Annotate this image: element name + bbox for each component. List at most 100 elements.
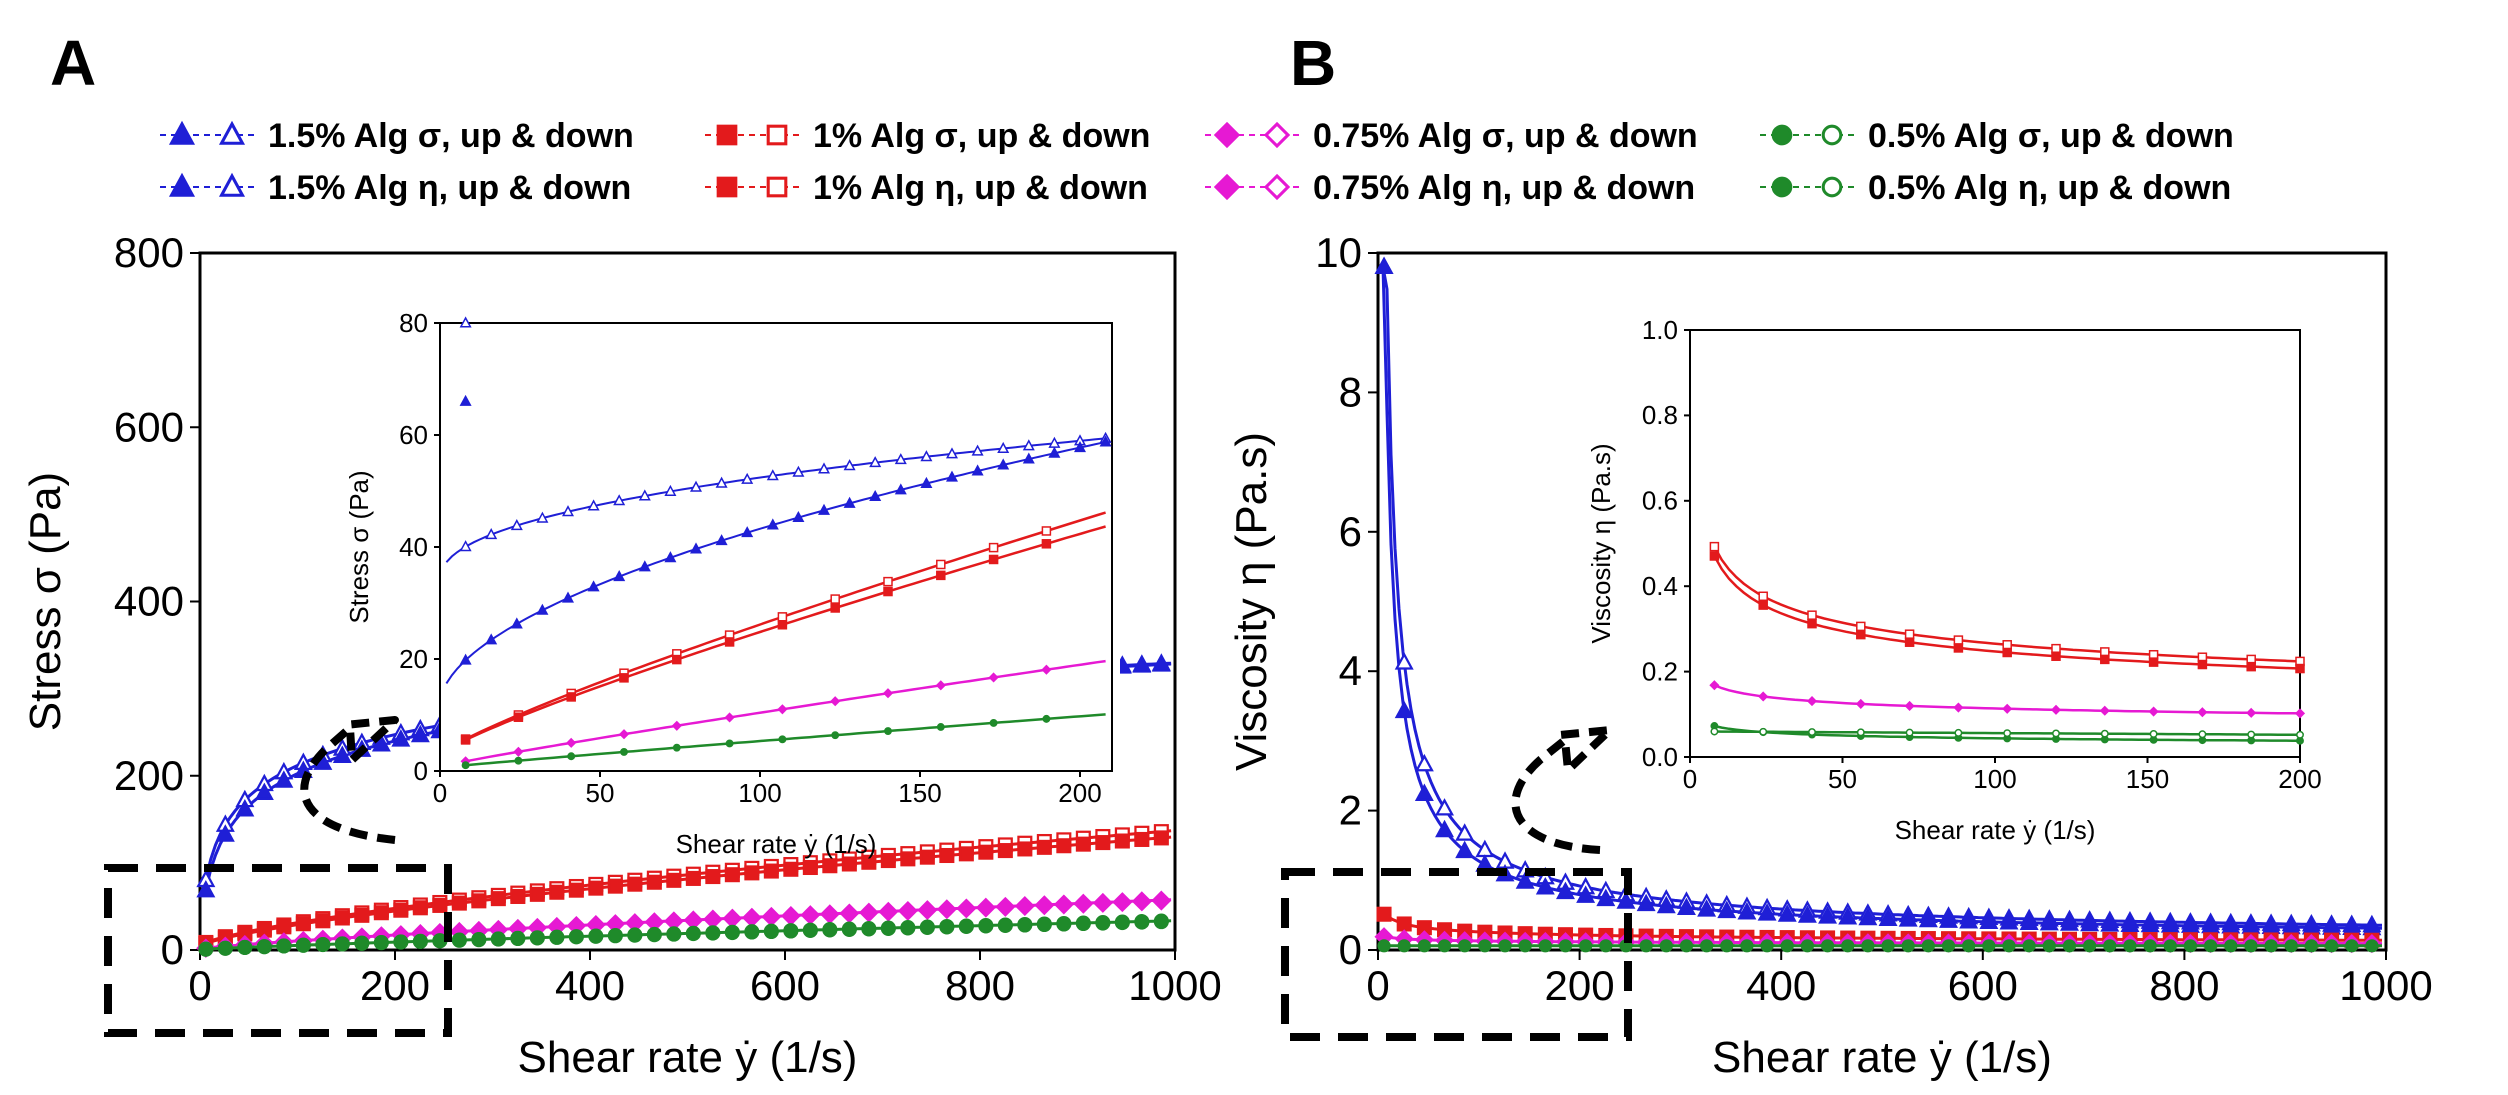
data-point-1.5-eta-up <box>1959 910 1979 929</box>
data-point-0.5-sigma-up <box>588 928 604 944</box>
inset-background <box>1690 330 2300 760</box>
inset-point-0.5-sigma <box>725 739 734 748</box>
chart-a-inset: 0 50 100 150 200 0 20 40 60 80 Shear rate ẏ (1/s) S… <box>344 308 1120 859</box>
data-point-1.5-eta-up <box>1414 783 1434 802</box>
data-point-0.5-eta <box>1820 939 1835 953</box>
zoom-box-a <box>104 864 452 1037</box>
data-point-1-sigma-up <box>861 854 877 870</box>
inset-point-1.5-sigma-up <box>971 464 984 476</box>
inset-point-0.75-sigma <box>566 737 577 748</box>
data-point-1-sigma-up <box>432 897 448 913</box>
inset-point-1-eta-up <box>2002 647 2012 658</box>
data-point-1-sigma-up <box>958 846 974 862</box>
data-point-0.5-sigma-up <box>822 922 838 938</box>
data-point-0.5-sigma-up <box>1134 914 1150 930</box>
inset-point-1-sigma-down <box>883 576 893 587</box>
data-point-1.5-eta-up <box>1818 906 1838 924</box>
y-tick-label: 600 <box>114 403 184 450</box>
data-point-0.5-sigma-up <box>1114 915 1130 931</box>
data-point-0.5-eta <box>1558 939 1573 953</box>
data-point-0.5-eta <box>2002 939 2016 953</box>
legend-marker-filled <box>716 176 738 198</box>
data-point-0.5-sigma-up <box>1036 916 1052 933</box>
inset-point-0.5-eta-down <box>1710 727 1719 736</box>
data-point-0.5-sigma-up <box>783 923 799 939</box>
y-tick-label: 6 <box>1339 508 1362 555</box>
inset-point-0.5-eta-down <box>2247 730 2256 739</box>
data-point-0.5-sigma-up <box>607 928 623 944</box>
data-point-0.5-eta <box>2284 939 2298 953</box>
data-point-0.5-eta <box>1740 939 1754 953</box>
plot-frame <box>1376 251 2388 952</box>
data-point-1-sigma-up <box>1056 838 1072 854</box>
zoom-arrow-b <box>1511 726 1614 854</box>
data-point-0.5-eta <box>1901 939 1915 953</box>
data-point-0.5-eta <box>2244 939 2258 953</box>
data-point-0.75-sigma-up <box>1151 891 1171 911</box>
inset-point-0.75-eta <box>2197 707 2208 718</box>
data-point-0.5-sigma-up <box>237 939 253 955</box>
data-point-1-sigma-up <box>354 907 370 923</box>
y-tick-label: 8 <box>1339 368 1362 415</box>
inset-point-1.5-sigma-down <box>971 444 984 456</box>
legend-marker-open <box>1263 173 1291 201</box>
data-point-1.5-eta-up <box>1737 901 1757 920</box>
legend-marker-open <box>766 124 788 146</box>
data-point-1.5-eta-up <box>1797 905 1817 923</box>
inset-point-1-eta-down <box>2002 640 2012 650</box>
inset-point-1.5-sigma-up <box>997 458 1010 470</box>
data-point-0.5-sigma-up <box>373 935 389 951</box>
data-point-0.5-sigma-up <box>861 921 877 937</box>
data-point-0.5-sigma-up <box>685 926 701 942</box>
inset-point-0.5-sigma <box>831 731 840 740</box>
inset-point-1-sigma-down <box>988 542 999 553</box>
data-point-1-sigma-up <box>646 874 662 890</box>
data-point-0.5-sigma-up <box>1153 914 1169 930</box>
y-tick-label: 1.0 <box>1642 315 1678 345</box>
chart-b-inset: 0 50 100 150 200 0.0 0.2 0.4 0.6 0.8 1.0 Shear rate… <box>1586 315 2322 845</box>
inset-point-0.75-eta <box>1904 700 1915 712</box>
data-point-1.5-eta-up <box>1757 903 1777 921</box>
y-tick-label: 0 <box>414 756 428 786</box>
data-point-1.5-sigma-up <box>371 734 391 752</box>
data-point-1-sigma-up <box>744 865 760 881</box>
inset-point-1.5-sigma-up <box>638 560 651 572</box>
data-point-1-sigma-up <box>1134 831 1150 847</box>
inset-point-0.5-sigma <box>936 723 945 731</box>
data-point-1.5-eta-up <box>1838 907 1858 925</box>
data-point-0.5-eta <box>2345 939 2359 953</box>
data-point-0.5-eta <box>1659 939 1673 953</box>
data-point-1-sigma-up <box>666 872 682 888</box>
data-point-0.5-eta <box>2163 939 2177 953</box>
data-point-1.5-eta-up <box>1858 907 1878 926</box>
inset-point-1-eta-down <box>2051 643 2061 654</box>
y-tick-label: 0.4 <box>1642 571 1678 601</box>
inset-point-1-sigma-down <box>1041 526 1052 536</box>
data-point-1-sigma-up <box>978 844 994 860</box>
x-axis-label: Shear rate ẏ (1/s) <box>1895 815 2096 845</box>
inset-point-1.5-sigma-up <box>587 580 600 592</box>
inset-outlier-point <box>459 316 472 328</box>
legend-marker-filled <box>168 120 196 145</box>
inset-point-0.75-eta <box>2099 705 2110 716</box>
inset-point-0.75-eta <box>1855 698 1866 709</box>
data-point-0.5-sigma-up <box>471 932 487 948</box>
data-point-1-sigma-up <box>549 884 565 900</box>
x-tick-label: 150 <box>2126 764 2169 794</box>
legend-label: 0.5% Alg σ, up & down <box>1868 117 2234 155</box>
inset-point-1.5-sigma-down <box>894 453 907 465</box>
inset-point-0.75-eta <box>1953 702 1964 713</box>
x-tick-label: 600 <box>750 962 820 1009</box>
inset-point-0.5-sigma <box>567 752 576 761</box>
inset-point-0.5-sigma <box>461 761 470 770</box>
x-tick-label: 600 <box>1948 962 2018 1009</box>
data-point-1.5-eta-up <box>1878 908 1898 926</box>
data-point-1-sigma-up <box>510 888 526 904</box>
inset-point-0.5-sigma <box>884 727 892 736</box>
data-point-0.5-sigma-up <box>705 925 721 941</box>
data-point-1.5-eta-up <box>1576 885 1596 903</box>
data-point-0.5-eta <box>1941 939 1956 953</box>
data-point-0.5-eta <box>1599 939 1613 953</box>
inset-point-0.75-eta <box>2148 706 2159 717</box>
x-tick-label: 50 <box>586 778 615 808</box>
